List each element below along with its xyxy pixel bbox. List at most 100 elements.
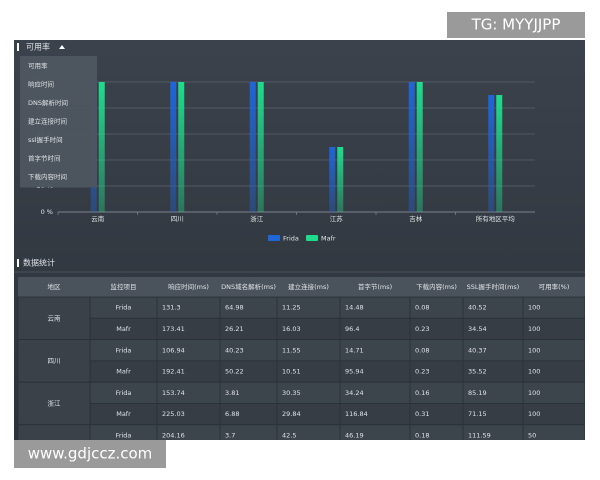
table-cell: 225.03 — [162, 410, 185, 418]
menu-item[interactable]: ssl握手时间 — [28, 135, 63, 144]
table-cell: 0.16 — [415, 389, 429, 397]
table-cell: 0.18 — [415, 431, 429, 439]
menu-item[interactable]: 首字节时间 — [28, 154, 61, 163]
dropdown-arrow[interactable] — [59, 45, 65, 49]
table-cell: Frida — [116, 431, 132, 439]
bar — [416, 82, 423, 212]
watermark: www.gdjccz.com — [28, 445, 153, 463]
table-cell: Mafr — [116, 325, 131, 333]
table-cell: 0.08 — [415, 346, 429, 354]
column-header: 地区 — [48, 282, 62, 291]
table-cell: 100 — [528, 389, 540, 397]
menu-item[interactable]: 建立连接时间 — [28, 117, 67, 126]
bar — [178, 82, 185, 212]
table-cell: Frida — [116, 304, 132, 312]
table-cell: 40.52 — [468, 304, 487, 312]
table-cell: 100 — [528, 346, 540, 354]
table-cell: 26.21 — [225, 325, 244, 333]
table-cell: 100 — [528, 368, 540, 376]
column-header: 监控项目 — [111, 282, 137, 291]
region-cell — [17, 424, 91, 440]
table-header-bg — [18, 277, 585, 297]
table-cell: Frida — [116, 389, 132, 397]
table-cell: 131.3 — [162, 304, 181, 312]
table-cell: 50.22 — [225, 368, 244, 376]
table-cell: 3.7 — [225, 431, 235, 439]
x-tick-label: 浙江 — [250, 214, 264, 223]
menu-item[interactable]: 可用率 — [28, 61, 48, 70]
table-cell: 0.08 — [415, 304, 429, 312]
bar — [257, 82, 264, 212]
data-table: 地区 监控项目 响应时间(ms) DNS域名解析(ms) 建立连接(ms) 首字节(ms)… — [17, 277, 585, 440]
section-marker — [17, 43, 19, 51]
column-header: SSL握手时间(ms) — [467, 282, 520, 291]
x-tick-label: 云南 — [91, 214, 105, 223]
menu-item[interactable]: 响应时间 — [28, 80, 54, 89]
table-cell: 11.55 — [282, 346, 301, 354]
bar — [496, 95, 503, 212]
table-cell: 85.19 — [468, 389, 487, 397]
column-header: 建立连接(ms) — [288, 282, 329, 291]
legend-swatch — [306, 235, 318, 241]
table-cell: 30.35 — [282, 389, 301, 397]
region-label: 云南 — [48, 313, 62, 322]
table-cell: 40.23 — [225, 346, 244, 354]
table-cell: Mafr — [116, 368, 131, 376]
x-tick-label: 吉林 — [409, 214, 423, 223]
table-cell: 10.51 — [282, 368, 301, 376]
table-cell: 100 — [528, 304, 540, 312]
x-tick-label: 所有地区平均 — [476, 214, 516, 223]
table-cell: 46.19 — [345, 431, 364, 439]
bar — [408, 82, 415, 212]
section-marker — [17, 259, 19, 267]
chart-selector[interactable]: 可用率 — [26, 42, 50, 52]
table-cell: 116.84 — [345, 410, 368, 418]
region-cell — [17, 296, 91, 340]
region-cell — [17, 381, 91, 426]
table-cell: 6.88 — [225, 410, 239, 418]
region-label: 四川 — [48, 357, 61, 365]
table-cell: 71.15 — [468, 410, 487, 418]
table-cell: 64.98 — [225, 304, 244, 312]
legend-swatch — [268, 235, 280, 241]
bar — [170, 82, 177, 212]
menu-item[interactable]: 下载内容时间 — [28, 172, 67, 181]
table-cell: 11.25 — [282, 304, 301, 312]
menu-bg — [20, 56, 97, 188]
bar — [488, 95, 495, 212]
table-cell: 95.94 — [345, 368, 364, 376]
column-header: 响应时间(ms) — [168, 282, 209, 291]
table-cell: 106.94 — [162, 346, 185, 354]
bar — [98, 82, 105, 212]
table-cell: 173.41 — [162, 325, 185, 333]
table-cell: 40.37 — [468, 346, 487, 354]
x-tick-label: 江苏 — [330, 214, 344, 223]
table-cell: 96.4 — [345, 325, 359, 333]
table-cell: 3.81 — [225, 389, 239, 397]
table-cell: 0.23 — [415, 325, 429, 333]
region-cell — [17, 339, 91, 383]
column-header: 下载内容(ms) — [416, 282, 457, 291]
column-header: 首字节(ms) — [358, 282, 392, 291]
x-tick-label: 四川 — [171, 215, 184, 223]
table-cell: 0.23 — [415, 368, 429, 376]
column-header: 可用率(%) — [539, 282, 570, 291]
table-cell: 192.41 — [162, 368, 185, 376]
bar — [337, 147, 344, 212]
table-cell: 29.84 — [282, 410, 301, 418]
table-cell: 35.52 — [468, 368, 487, 376]
table-cell: Frida — [116, 346, 132, 354]
bar — [249, 82, 256, 212]
legend-label: Frida — [283, 235, 299, 243]
table-cell: 34.54 — [468, 325, 487, 333]
menu-item[interactable]: DNS解析时间 — [28, 98, 68, 107]
table-cell: 100 — [528, 325, 540, 333]
table-cell: 14.48 — [345, 304, 364, 312]
table-cell: 153.74 — [162, 389, 185, 397]
table-cell: 100 — [528, 410, 540, 418]
legend-label: Mafr — [321, 235, 336, 243]
watermark-box — [447, 12, 585, 38]
table-cell: 111.59 — [468, 431, 491, 439]
